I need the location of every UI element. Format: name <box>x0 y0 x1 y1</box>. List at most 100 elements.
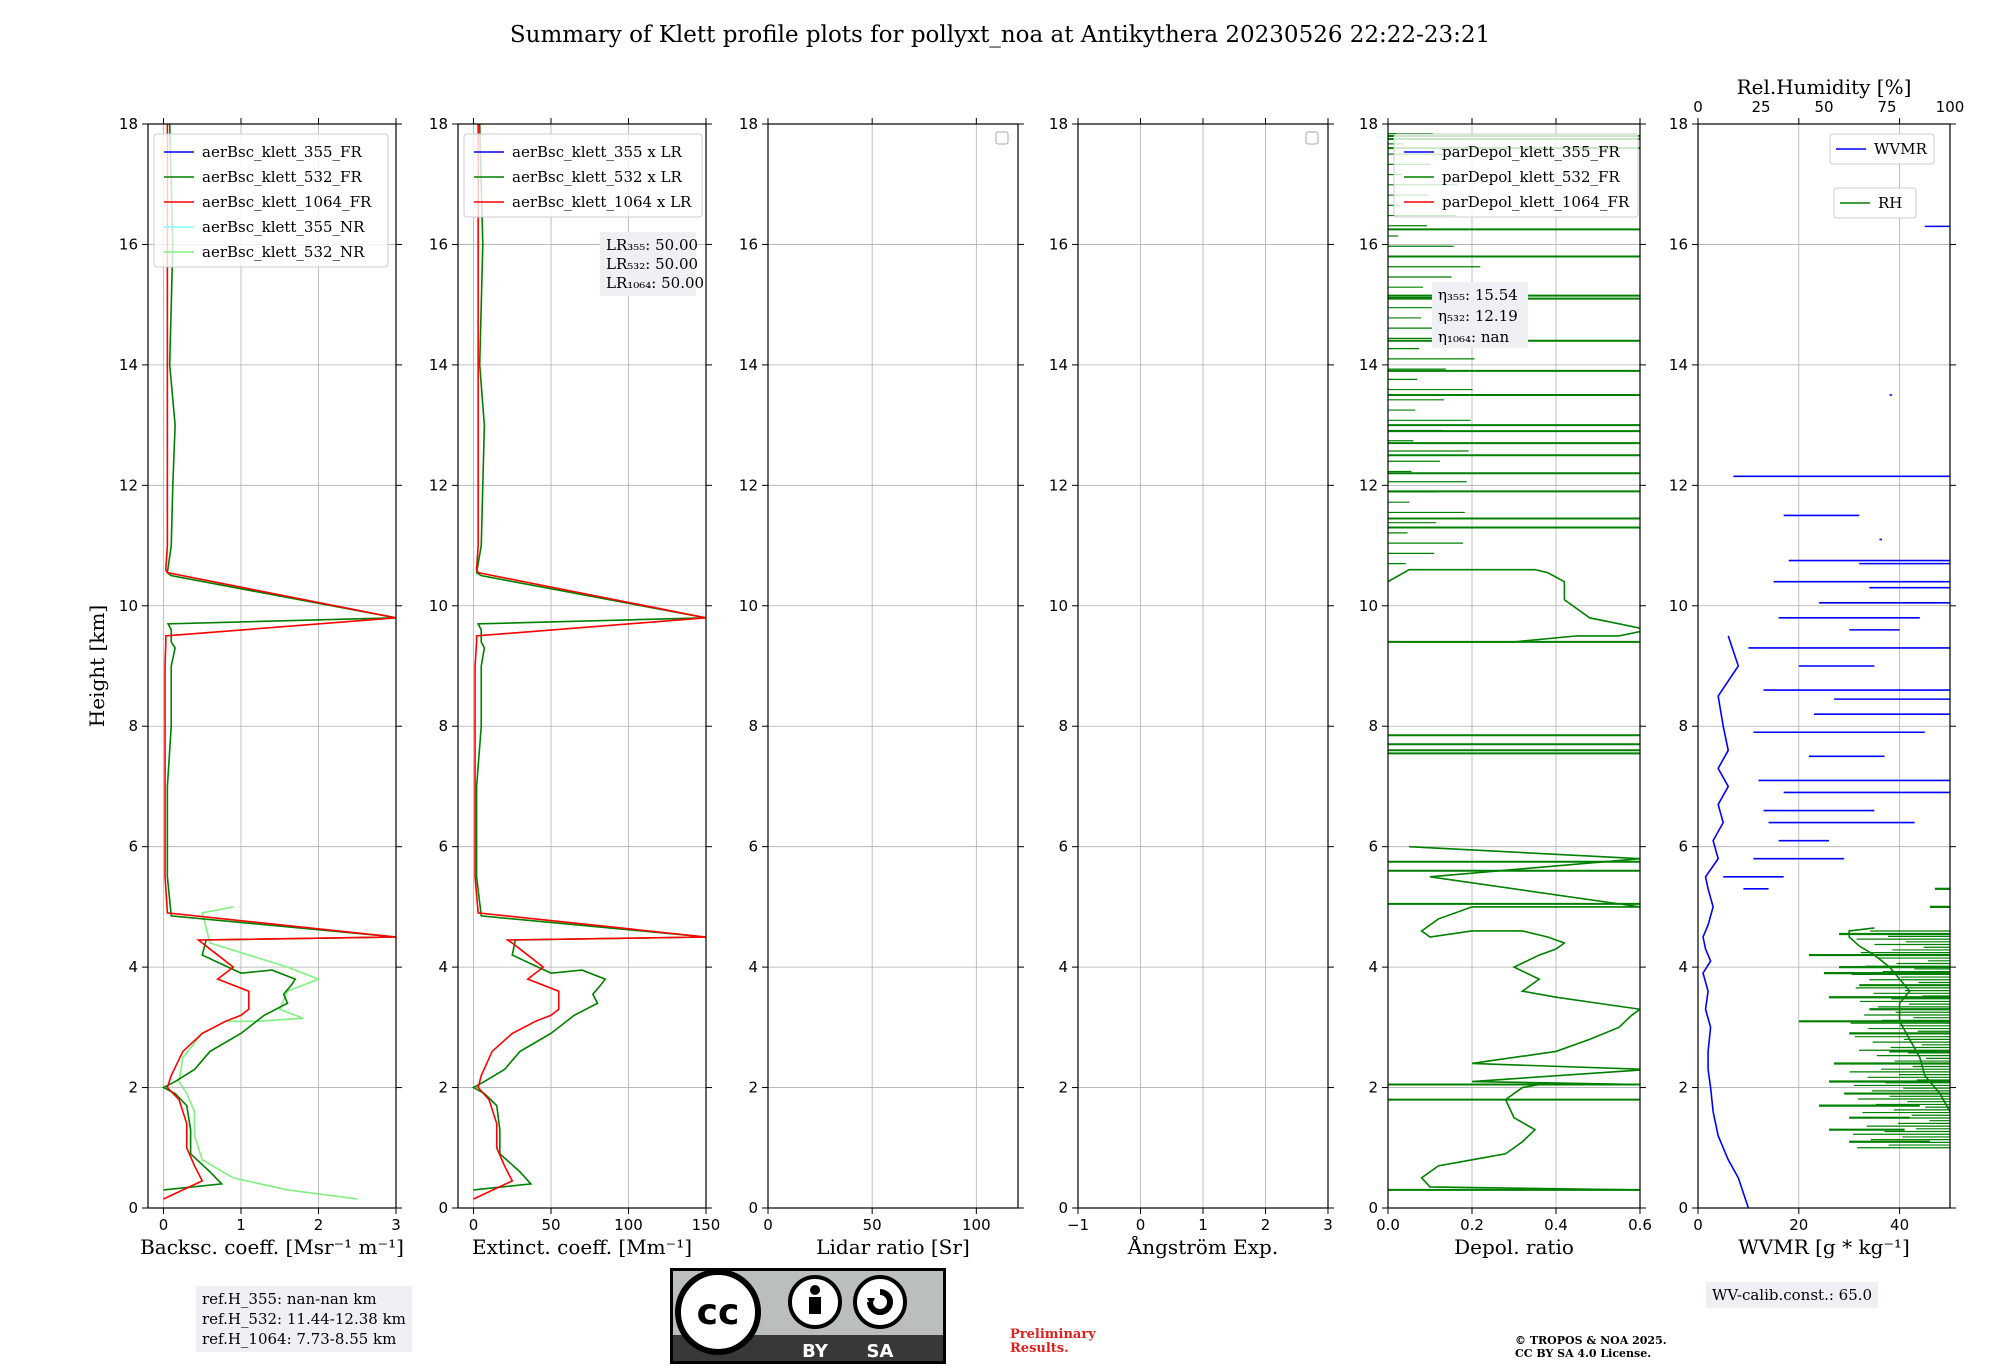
y-tick-label: 18 <box>429 115 448 133</box>
y-tick-label: 8 <box>438 717 448 735</box>
legend: parDepol_klett_355_FR parDepol_klett_532_… <box>1393 133 1639 218</box>
y-tick-label: 8 <box>128 717 138 735</box>
x-axis-label: Backsc. coeff. [Msr⁻¹ m⁻¹] <box>140 1235 404 1259</box>
eta-value: η₁₀₆₄: nan <box>1438 328 1509 346</box>
legend-entry: aerBsc_klett_532_NR <box>202 243 365 261</box>
wv-calib-text: WV-calib.const.: 65.0 <box>1712 1286 1873 1304</box>
lr-value: LR₃₅₅: 50.00 <box>606 236 698 254</box>
y-tick-label: 4 <box>438 958 448 976</box>
y-tick-label: 2 <box>438 1079 448 1097</box>
x-tick-label: 50 <box>541 1216 560 1234</box>
x-tick-label: 100 <box>962 1216 991 1234</box>
x-tick-label: 0.2 <box>1460 1216 1484 1234</box>
y-tick-label: 18 <box>119 115 138 133</box>
y-tick-label: 12 <box>119 476 138 494</box>
axes-frame <box>457 123 707 1209</box>
y-tick-label: 2 <box>748 1079 758 1097</box>
y-tick-label: 0 <box>1058 1199 1068 1217</box>
legend: aerBsc_klett_355 x LR aerBsc_klett_532 x … <box>463 133 703 218</box>
empty-legend-box <box>995 131 1009 145</box>
y-tick-label: 6 <box>1368 838 1378 856</box>
x-tick-label: 20 <box>1789 1216 1808 1234</box>
series-aerBsc_klett_1064 x LR <box>473 124 706 1200</box>
y-tick-label: 10 <box>739 597 758 615</box>
x-tick-label: 2 <box>314 1216 324 1234</box>
y-tick-label: 4 <box>748 958 758 976</box>
axes-frame <box>147 123 397 1209</box>
lr-value: LR₁₀₆₄: 50.00 <box>606 274 704 292</box>
y-tick-label: 4 <box>1368 958 1378 976</box>
panel-depol: 0.0 0.2 0.4 0.6 0 2 4 6 8 10 12 14 16 18 Depol. ratio p… <box>1359 115 1652 1259</box>
legend-entry: parDepol_klett_355_FR <box>1442 143 1620 161</box>
x-tick-label: 0 <box>469 1216 479 1234</box>
legend-entry: aerBsc_klett_355 x LR <box>512 143 683 161</box>
x-tick-label: 0.6 <box>1628 1216 1652 1234</box>
eta-box: η₃₅₅: 15.54 η₅₃₂: 12.19 η₁₀₆₄: nan <box>1432 282 1528 348</box>
y-tick-label: 2 <box>1058 1079 1068 1097</box>
y-tick-label: 10 <box>119 597 138 615</box>
x-tick-label: 0.0 <box>1376 1216 1400 1234</box>
panel-wv: 0 20 40 0 2 4 6 8 10 12 14 16 18 WVMR [g * kg⁻¹] 0 25 50… <box>1669 75 1965 1259</box>
legend-box <box>463 133 703 218</box>
y-tick-label: 6 <box>438 838 448 856</box>
empty-legend-box <box>1305 131 1319 145</box>
figure-title: Summary of Klett profile plots for polly… <box>509 22 1491 48</box>
legend-box <box>1393 133 1639 218</box>
y-tick-label: 12 <box>1049 476 1068 494</box>
top-x-tick-label: 0 <box>1693 98 1703 116</box>
top-x-tick-label: 100 <box>1936 98 1965 116</box>
y-tick-label: 14 <box>739 356 758 374</box>
x-tick-label: 3 <box>1323 1216 1333 1234</box>
y-tick-label: 16 <box>1049 235 1068 253</box>
y-tick-label: 16 <box>119 235 138 253</box>
x-tick-label: 1 <box>236 1216 246 1234</box>
top-x-tick-label: 75 <box>1877 98 1896 116</box>
y-tick-label: 6 <box>128 838 138 856</box>
panel-ext: 0 50 100 150 0 2 4 6 8 10 12 14 16 18 Extinct. coeff. … <box>429 115 720 1259</box>
copyright-note: © TROPOS & NOA 2025. CC BY SA 4.0 Licens… <box>1515 1334 1667 1360</box>
y-tick-label: 18 <box>1669 115 1688 133</box>
y-tick-label: 2 <box>128 1079 138 1097</box>
reference-height-box: ref.H_355: nan-nan km ref.H_532: 11.44-1… <box>196 1286 412 1352</box>
y-tick-label: 10 <box>1359 597 1378 615</box>
legend-box <box>1829 133 1935 165</box>
legend-box <box>1833 187 1917 219</box>
y-tick-label: 4 <box>1058 958 1068 976</box>
y-tick-label: 12 <box>429 476 448 494</box>
legend-entry: aerBsc_klett_532_FR <box>202 168 362 186</box>
top-x-tick-label: 25 <box>1751 98 1770 116</box>
x-tick-label: 2 <box>1261 1216 1271 1234</box>
y-tick-label: 14 <box>429 356 448 374</box>
series-aerBsc_klett_1064_FR <box>163 124 396 1200</box>
y-tick-label: 14 <box>1359 356 1378 374</box>
y-tick-label: 14 <box>1049 356 1068 374</box>
y-tick-label: 16 <box>739 235 758 253</box>
eta-value: η₃₅₅: 15.54 <box>1438 286 1518 304</box>
y-tick-label: 0 <box>1368 1199 1378 1217</box>
y-tick-label: 18 <box>1049 115 1068 133</box>
y-tick-label: 8 <box>1678 717 1688 735</box>
y-tick-label: 14 <box>1669 356 1688 374</box>
axes-frame <box>1387 123 1641 1209</box>
ref-h-1064: ref.H_1064: 7.73-8.55 km <box>202 1330 397 1348</box>
x-axis-label: Depol. ratio <box>1454 1235 1574 1259</box>
series-WVMR <box>1702 635 1750 1208</box>
lr-box-bg <box>600 232 696 296</box>
y-tick-label: 14 <box>119 356 138 374</box>
axes-frame <box>1697 123 1951 1209</box>
legend-entry: aerBsc_klett_1064_FR <box>202 193 372 211</box>
x-tick-label: 100 <box>614 1216 643 1234</box>
ref-h-355: ref.H_355: nan-nan km <box>202 1290 377 1308</box>
y-tick-label: 2 <box>1678 1079 1688 1097</box>
y-tick-label: 4 <box>1678 958 1688 976</box>
y-tick-label: 6 <box>1678 838 1688 856</box>
x-tick-label: 0 <box>1693 1216 1703 1234</box>
y-tick-label: 16 <box>1359 235 1378 253</box>
cc-logo-letters: cc <box>697 1292 740 1333</box>
legend-entry: RH <box>1878 194 1902 212</box>
x-tick-label: −1 <box>1067 1216 1089 1234</box>
y-tick-label: 10 <box>1669 597 1688 615</box>
